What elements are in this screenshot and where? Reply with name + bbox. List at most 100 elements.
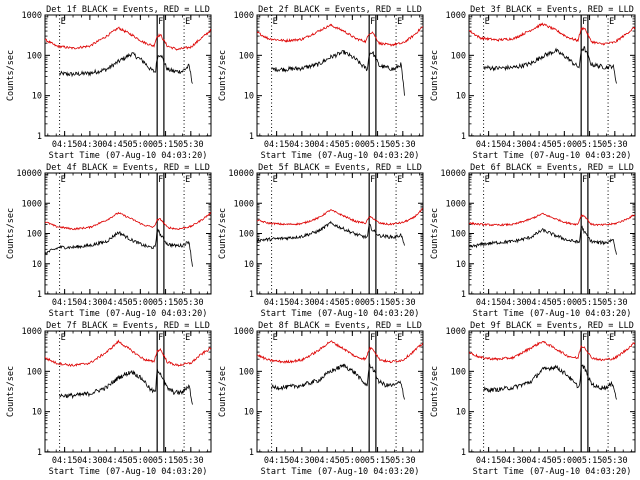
x-tick-label: 04:15 xyxy=(52,298,78,308)
panel-det-7: Det 7f BLACK = Events, RED = LLD Counts/s… xyxy=(6,321,212,477)
x-tick-label: 05:15 xyxy=(577,140,603,150)
x-tick-label: 05:30 xyxy=(178,298,204,308)
y-axis-label: Counts/sec xyxy=(6,366,16,417)
x-tick-label: 05:00 xyxy=(128,456,154,466)
x-tick-label: 05:15 xyxy=(153,140,179,150)
plot-frame xyxy=(44,14,212,137)
time-marker-label: E xyxy=(485,17,490,27)
x-tick-label: 05:00 xyxy=(128,140,154,150)
events-series-line xyxy=(469,225,617,255)
time-marker-label: F xyxy=(582,333,587,343)
x-axis-label: Start Time (07-Aug-10 04:03:20) xyxy=(49,151,208,161)
x-tick-label: 04:45 xyxy=(526,140,552,150)
y-tick-label: 100 xyxy=(27,367,42,377)
x-tick-label: 04:45 xyxy=(314,140,340,150)
time-marker-label: F xyxy=(370,175,375,185)
x-tick-label: 04:30 xyxy=(77,140,103,150)
y-tick-label: 10 xyxy=(456,92,466,102)
x-tick-label: 05:30 xyxy=(390,140,416,150)
time-marker-label: F xyxy=(370,333,375,343)
time-marker-label: F xyxy=(370,17,375,27)
lld-series-line xyxy=(257,23,423,47)
y-tick-label: 1 xyxy=(249,290,254,300)
x-tick-label: 04:30 xyxy=(77,456,103,466)
x-tick-label: 05:15 xyxy=(365,298,391,308)
y-tick-label: 10 xyxy=(456,408,466,418)
panel-det-4: Det 4f BLACK = Events, RED = LLD Counts/s… xyxy=(6,163,212,319)
y-tick-label: 10000 xyxy=(16,169,42,179)
x-tick-label: 05:00 xyxy=(340,298,366,308)
time-marker-label: E xyxy=(273,17,278,27)
lld-series-line xyxy=(45,211,211,231)
x-tick-label: 04:45 xyxy=(102,298,128,308)
panel-det-1: Det 1f BLACK = Events, RED = LLD Counts/s… xyxy=(6,5,212,161)
y-tick-label: 1000 xyxy=(234,11,254,21)
y-tick-label: 10 xyxy=(32,92,42,102)
panel-title: Det 2f BLACK = Events, RED = LLD xyxy=(258,5,422,15)
x-tick-label: 05:00 xyxy=(340,456,366,466)
panel-det-5: Det 5f BLACK = Events, RED = LLD Counts/s… xyxy=(218,163,424,319)
x-axis-label: Start Time (07-Aug-10 04:03:20) xyxy=(49,467,208,477)
plot-frame xyxy=(44,330,212,453)
y-axis-label: Counts/sec xyxy=(218,50,228,101)
x-axis-label: Start Time (07-Aug-10 04:03:20) xyxy=(473,151,632,161)
y-tick-label: 1000 xyxy=(22,327,42,337)
x-tick-label: 04:30 xyxy=(77,298,103,308)
x-tick-label: 05:15 xyxy=(365,140,391,150)
y-axis-label: Counts/sec xyxy=(6,208,16,259)
y-tick-label: 100 xyxy=(451,230,466,240)
panel-det-9: Det 9f BLACK = Events, RED = LLD Counts/s… xyxy=(430,321,636,477)
time-marker-label: E xyxy=(609,17,614,27)
events-series-line xyxy=(59,52,193,84)
y-tick-label: 1000 xyxy=(446,327,466,337)
panel-title: Det 9f BLACK = Events, RED = LLD xyxy=(470,321,634,331)
x-axis-label: Start Time (07-Aug-10 04:03:20) xyxy=(261,309,420,319)
y-tick-label: 10000 xyxy=(440,169,466,179)
plot-frame xyxy=(44,172,212,295)
x-tick-label: 04:15 xyxy=(52,456,78,466)
x-tick-label: 05:30 xyxy=(178,140,204,150)
x-tick-label: 04:15 xyxy=(264,140,290,150)
x-tick-label: 04:15 xyxy=(476,456,502,466)
time-marker-label: E xyxy=(273,175,278,185)
lld-series-line xyxy=(45,339,211,368)
y-tick-label: 10 xyxy=(456,260,466,270)
x-tick-label: 05:30 xyxy=(602,298,628,308)
y-tick-label: 1 xyxy=(461,448,466,458)
panel-title: Det 7f BLACK = Events, RED = LLD xyxy=(46,321,210,331)
x-tick-label: 05:15 xyxy=(153,456,179,466)
events-series-line xyxy=(257,220,405,246)
y-tick-label: 1000 xyxy=(22,11,42,21)
y-tick-label: 1000 xyxy=(446,199,466,209)
y-tick-label: 1000 xyxy=(446,11,466,21)
x-tick-label: 04:45 xyxy=(314,456,340,466)
x-axis-label: Start Time (07-Aug-10 04:03:20) xyxy=(261,467,420,477)
plot-frame xyxy=(468,14,636,137)
time-marker-label: E xyxy=(485,175,490,185)
y-axis-label: Counts/sec xyxy=(430,366,440,417)
lld-series-line xyxy=(469,212,635,227)
y-axis-label: Counts/sec xyxy=(6,50,16,101)
x-tick-label: 05:00 xyxy=(552,298,578,308)
events-series-line xyxy=(271,363,405,400)
lld-series-line xyxy=(257,340,423,364)
x-tick-label: 04:15 xyxy=(476,298,502,308)
y-tick-label: 100 xyxy=(239,230,254,240)
y-tick-label: 1 xyxy=(37,448,42,458)
panel-title: Det 8f BLACK = Events, RED = LLD xyxy=(258,321,422,331)
x-tick-label: 05:30 xyxy=(602,140,628,150)
time-marker-label: E xyxy=(185,17,190,27)
time-marker-label: F xyxy=(582,175,587,185)
y-tick-label: 10 xyxy=(244,92,254,102)
panel-title: Det 3f BLACK = Events, RED = LLD xyxy=(470,5,634,15)
y-axis-label: Counts/sec xyxy=(430,50,440,101)
x-tick-label: 05:15 xyxy=(577,298,603,308)
x-tick-label: 05:00 xyxy=(340,140,366,150)
time-marker-label: E xyxy=(609,333,614,343)
y-tick-label: 1 xyxy=(37,132,42,142)
x-tick-label: 05:15 xyxy=(577,456,603,466)
panel-det-6: Det 6f BLACK = Events, RED = LLD Counts/s… xyxy=(430,163,636,319)
panel-det-3: Det 3f BLACK = Events, RED = LLD Counts/s… xyxy=(430,5,636,161)
events-series-line xyxy=(45,227,193,267)
